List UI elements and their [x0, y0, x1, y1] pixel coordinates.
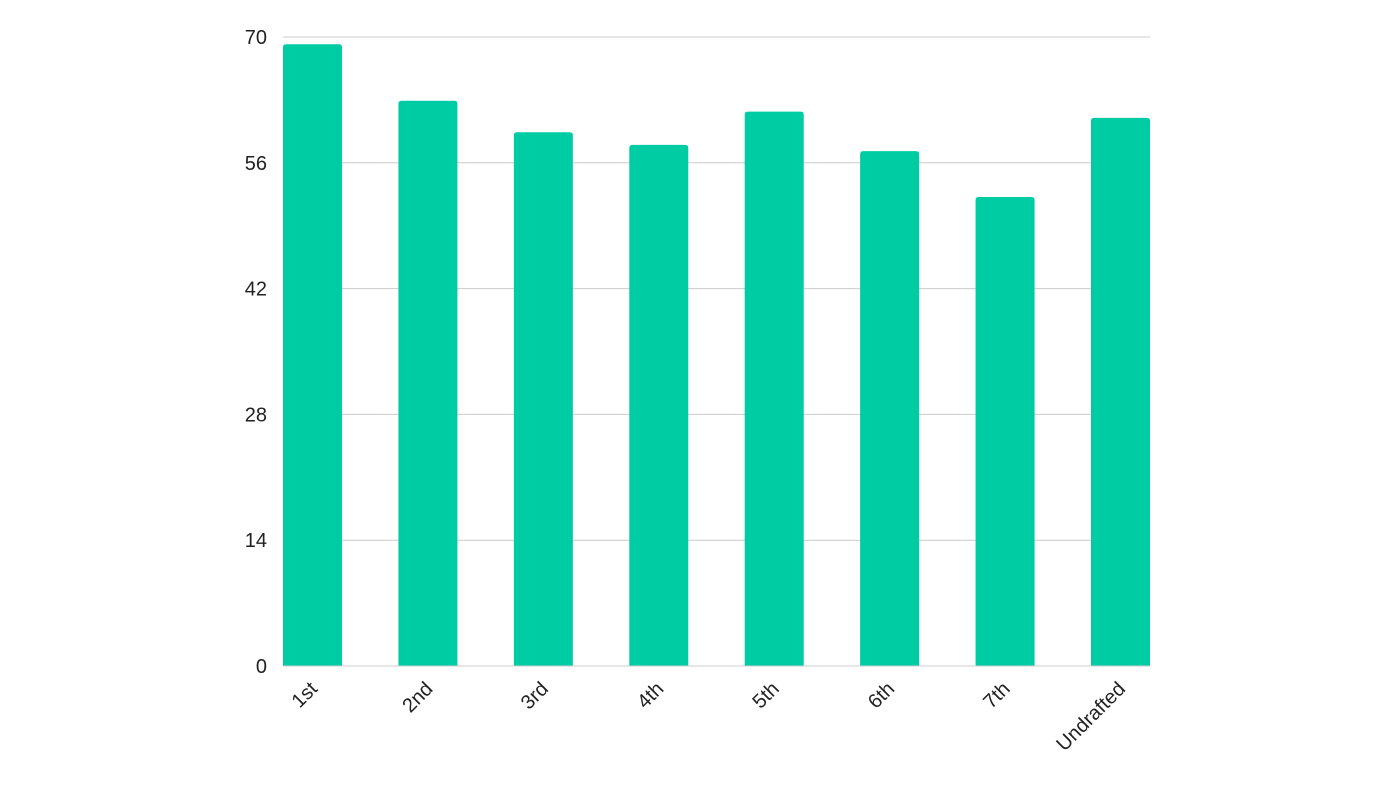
y-axis-ticks: 0 14 28 42 56 70 — [245, 27, 267, 678]
bar — [860, 151, 920, 666]
x-tick-label: 1st — [288, 678, 323, 713]
y-tick-label: 56 — [245, 153, 267, 175]
bar — [513, 132, 573, 667]
y-tick-label: 70 — [245, 27, 267, 49]
x-tick-label: 5th — [749, 678, 784, 713]
y-tick-label: 42 — [245, 279, 267, 301]
x-tick-label: Undrafted — [1052, 678, 1130, 756]
x-tick-label: 3rd — [517, 678, 553, 714]
x-axis-ticks: 1st 2nd 3rd 4th 5th 6th 7th Undrafted — [288, 678, 1130, 756]
bars — [283, 44, 1150, 667]
y-tick-label: 0 — [256, 656, 267, 678]
x-tick-label: 4th — [633, 678, 668, 713]
x-tick-label: 6th — [864, 678, 899, 713]
y-tick-label: 28 — [245, 404, 267, 426]
x-tick-label: 2nd — [398, 678, 437, 717]
bar — [1091, 117, 1150, 666]
bar — [975, 196, 1035, 666]
bar — [629, 144, 689, 667]
bar — [398, 100, 458, 666]
x-tick-label: 7th — [979, 678, 1014, 713]
bar — [283, 44, 342, 666]
bar — [744, 111, 804, 667]
y-tick-label: 14 — [245, 530, 267, 552]
